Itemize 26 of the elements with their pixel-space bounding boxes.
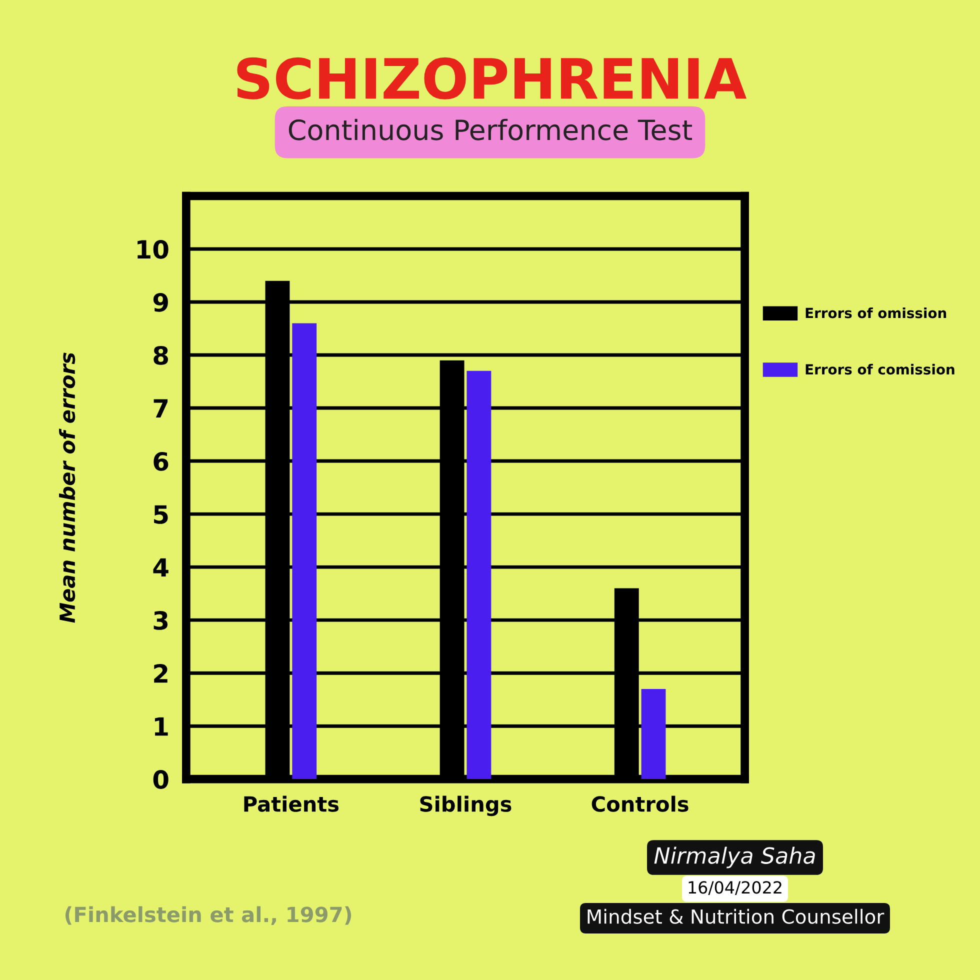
legend-label: Errors of omission bbox=[806, 308, 946, 318]
y-tick-label: 3 bbox=[154, 611, 168, 630]
bar bbox=[292, 323, 317, 780]
y-tick-label: 1 bbox=[154, 717, 168, 736]
chart-title: SCHIZOPHRENIA bbox=[237, 57, 747, 100]
x-tick-label: Controls bbox=[592, 796, 688, 812]
text: Mindset & Nutrition Counsellor bbox=[588, 908, 884, 924]
legend-label: Errors of comission bbox=[806, 364, 954, 375]
text: (Finkelstein et al., 1997) bbox=[65, 906, 352, 926]
chart-subtitle: Continuous Performence Test bbox=[288, 118, 692, 140]
y-axis-title: Mean number of errors bbox=[59, 352, 76, 623]
y-tick-label: 2 bbox=[154, 664, 168, 683]
y-tick-label: 9 bbox=[153, 292, 168, 312]
y-tick-label: 6 bbox=[154, 452, 168, 471]
y-tick-label: 5 bbox=[154, 505, 168, 524]
text: 16/04/2022 bbox=[688, 881, 782, 896]
y-tick-label: 7 bbox=[154, 399, 168, 418]
y-tick-label: 4 bbox=[153, 558, 168, 577]
y-tick-label: 10 bbox=[138, 240, 168, 259]
y-tick-label: 0 bbox=[153, 770, 168, 789]
y-tick-label: 8 bbox=[154, 346, 168, 365]
bar bbox=[641, 688, 666, 780]
x-tick-label: Patients bbox=[244, 796, 339, 812]
x-tick-label: Siblings bbox=[420, 796, 512, 816]
bar bbox=[466, 370, 492, 780]
text: Nirmalya Saha bbox=[654, 846, 815, 868]
